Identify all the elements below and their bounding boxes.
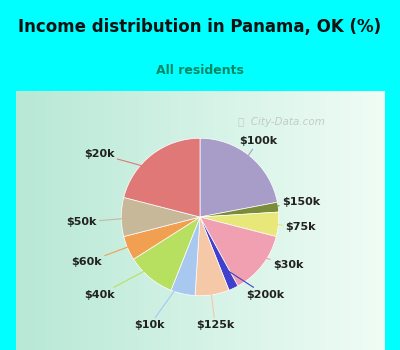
Wedge shape [200,217,238,290]
Wedge shape [134,217,200,290]
Text: $125k: $125k [196,273,234,330]
Wedge shape [200,212,279,237]
Text: $10k: $10k [134,272,188,330]
Text: $30k: $30k [245,252,303,270]
Wedge shape [200,202,278,217]
Text: $75k: $75k [256,222,316,232]
Wedge shape [195,217,229,296]
Text: $20k: $20k [84,149,165,172]
Text: Income distribution in Panama, OK (%): Income distribution in Panama, OK (%) [18,18,382,36]
Text: ⓘ  City-Data.com: ⓘ City-Data.com [238,117,324,127]
Text: $40k: $40k [84,261,164,300]
Wedge shape [124,217,200,259]
Text: $200k: $200k [224,268,284,300]
Wedge shape [200,217,276,286]
Wedge shape [171,217,200,296]
Text: $150k: $150k [256,197,320,210]
Text: $100k: $100k [236,136,277,173]
Wedge shape [121,197,200,237]
Wedge shape [124,138,200,217]
Wedge shape [200,138,277,217]
Text: $60k: $60k [71,239,148,267]
Text: $50k: $50k [66,217,143,227]
Text: All residents: All residents [156,64,244,77]
